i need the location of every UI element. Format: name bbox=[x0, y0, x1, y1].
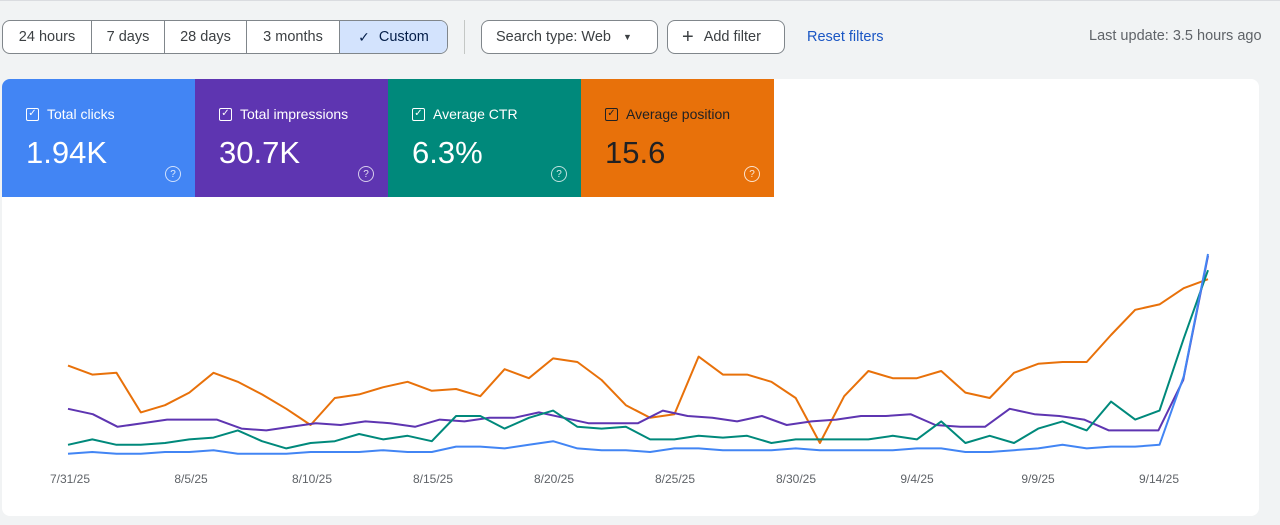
help-icon[interactable]: ? bbox=[551, 166, 567, 182]
checkbox-icon[interactable]: ✓ bbox=[219, 107, 232, 121]
date-range-7-days[interactable]: 7 days bbox=[92, 21, 165, 53]
date-range-custom[interactable]: ✓ Custom bbox=[340, 21, 447, 53]
series-line-total-impressions bbox=[67, 255, 1209, 432]
plus-icon: + bbox=[682, 26, 694, 48]
metric-value: 30.7K bbox=[219, 135, 301, 170]
help-icon[interactable]: ? bbox=[744, 166, 760, 182]
metric-label-text: Total clicks bbox=[47, 106, 115, 122]
metric-label: ✓ Total impressions bbox=[219, 106, 348, 122]
help-icon[interactable]: ? bbox=[358, 166, 374, 182]
x-tick-label: 8/30/25 bbox=[776, 472, 816, 486]
date-range-label: Custom bbox=[378, 29, 429, 45]
search-type-dropdown[interactable]: Search type: Web ▼ bbox=[481, 20, 658, 54]
toolbar-divider bbox=[464, 20, 465, 54]
dropdown-caret-icon: ▼ bbox=[623, 32, 632, 42]
performance-chart: 7/31/25 8/5/25 8/10/25 8/15/25 8/20/25 8/25/2… bbox=[50, 253, 1209, 486]
date-range-selector: 24 hours 7 days 28 days 3 months ✓ Custom bbox=[2, 20, 448, 54]
reset-filters-link[interactable]: Reset filters bbox=[807, 29, 884, 45]
series-line-average-ctr bbox=[67, 269, 1209, 450]
date-range-label: 28 days bbox=[180, 29, 231, 45]
date-range-label: 3 months bbox=[263, 29, 323, 45]
metric-value: 6.3% bbox=[412, 135, 483, 170]
x-tick-label: 8/20/25 bbox=[534, 472, 574, 486]
date-range-24-hours[interactable]: 24 hours bbox=[3, 21, 92, 53]
metric-label: ✓ Total clicks bbox=[26, 106, 115, 122]
add-filter-button[interactable]: + Add filter bbox=[667, 20, 785, 54]
search-type-label: Search type: Web bbox=[496, 29, 611, 45]
metric-value: 1.94K bbox=[26, 135, 108, 170]
x-tick-label: 7/31/25 bbox=[50, 472, 90, 486]
metric-label-text: Average CTR bbox=[433, 106, 518, 122]
date-range-3-months[interactable]: 3 months bbox=[247, 21, 340, 53]
series-line-average-position bbox=[67, 278, 1209, 444]
metric-label-text: Average position bbox=[626, 106, 731, 122]
x-tick-label: 9/4/25 bbox=[900, 472, 934, 486]
x-tick-label: 9/9/25 bbox=[1021, 472, 1055, 486]
date-range-28-days[interactable]: 28 days bbox=[165, 21, 247, 53]
x-tick-label: 8/5/25 bbox=[174, 472, 208, 486]
checkbox-icon[interactable]: ✓ bbox=[605, 107, 618, 121]
x-tick-label: 8/25/25 bbox=[655, 472, 695, 486]
date-range-label: 24 hours bbox=[18, 29, 76, 45]
filter-toolbar: 24 hours 7 days 28 days 3 months ✓ Custom Sea… bbox=[0, 18, 1280, 56]
checkbox-icon[interactable]: ✓ bbox=[26, 107, 39, 121]
check-icon: ✓ bbox=[358, 28, 370, 45]
metric-label-text: Total impressions bbox=[240, 106, 349, 122]
performance-card: ✓ Total clicks 1.94K? ✓ Total impressions 30.… bbox=[2, 79, 1259, 516]
metric-value: 15.6 bbox=[605, 135, 666, 170]
x-tick-label: 9/14/25 bbox=[1139, 472, 1179, 486]
checkbox-icon[interactable]: ✓ bbox=[412, 107, 425, 121]
series-line-total-clicks bbox=[67, 253, 1209, 455]
metric-label: ✓ Average CTR bbox=[412, 106, 518, 122]
metric-tile-average-ctr[interactable]: ✓ Average CTR 6.3%? bbox=[388, 79, 581, 197]
x-tick-label: 8/15/25 bbox=[413, 472, 453, 486]
add-filter-label: Add filter bbox=[703, 29, 761, 45]
metric-tile-total-impressions[interactable]: ✓ Total impressions 30.7K? bbox=[195, 79, 388, 197]
last-update-text: Last update: 3.5 hours ago bbox=[1089, 28, 1262, 44]
date-range-label: 7 days bbox=[106, 29, 150, 45]
metric-label: ✓ Average position bbox=[605, 106, 730, 122]
x-tick-label: 8/10/25 bbox=[292, 472, 332, 486]
help-icon[interactable]: ? bbox=[165, 166, 181, 182]
metric-tile-average-position[interactable]: ✓ Average position 15.6? bbox=[581, 79, 774, 197]
top-divider bbox=[0, 0, 1280, 1]
metric-tile-total-clicks[interactable]: ✓ Total clicks 1.94K? bbox=[2, 79, 195, 197]
